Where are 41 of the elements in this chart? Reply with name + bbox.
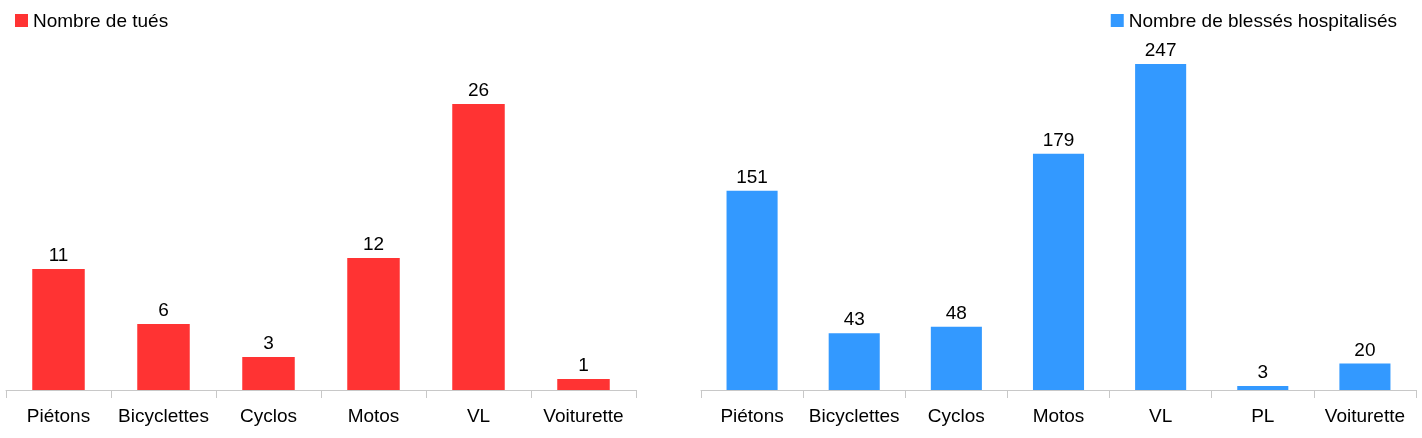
bar [1032,153,1085,390]
data-label: 12 [362,233,385,254]
x-tick-label: Bicyclettes [808,405,900,426]
x-tick-label: Motos [347,405,400,426]
bar [242,357,295,390]
bar [1237,386,1289,390]
data-label: 43 [843,308,865,330]
data-label: 3 [1257,361,1269,383]
bar [1339,363,1391,390]
bar [137,324,190,390]
x-tick-label: Piétons [26,405,91,426]
x-tick-label: Voiturette [543,405,624,426]
bar [347,258,400,390]
data-label: 3 [263,332,274,353]
x-tick-label: Voiturette [1324,405,1406,426]
x-tick-label: Cyclos [239,405,298,426]
x-tick-label: PL [1251,405,1275,426]
data-label: 247 [1144,38,1177,60]
x-tick-label: VL [466,405,491,426]
data-label: 151 [736,165,768,187]
data-label: 26 [467,79,490,100]
x-tick-label: Cyclos [927,405,985,426]
data-label: 11 [48,244,69,265]
data-label: 1 [578,354,589,375]
x-tick-label: Bicyclettes [118,405,209,426]
bar [726,190,778,390]
data-label: 6 [158,299,169,320]
x-tick-label: Piétons [720,405,784,426]
legend-label: Nombre de tués [33,10,169,31]
data-label: 48 [945,301,967,323]
x-tick-label: Motos [1032,405,1085,426]
bar [557,379,610,390]
legend-label: Nombre de blessés hospitalisés [1128,10,1397,31]
bar [930,326,982,390]
bar [32,269,85,390]
bar [1135,63,1187,390]
bar [828,333,880,390]
data-label: 20 [1354,338,1376,360]
x-tick-label: VL [1149,405,1173,426]
bar [452,104,505,390]
data-label: 179 [1042,128,1075,150]
